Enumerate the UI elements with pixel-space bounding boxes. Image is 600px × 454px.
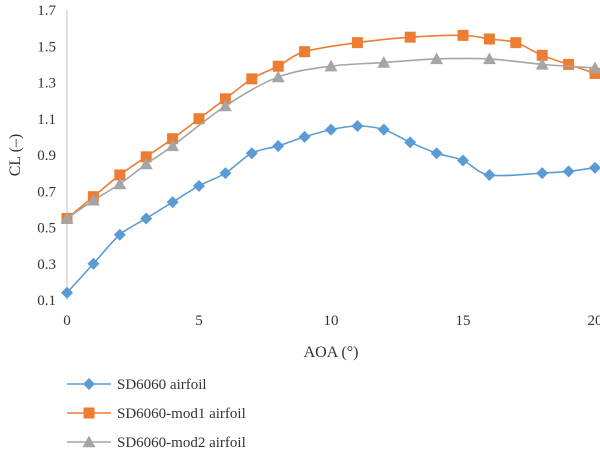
series-1 bbox=[61, 120, 600, 299]
legend-label: SD6060 airfoil bbox=[117, 377, 207, 393]
legend: SD6060 airfoil SD6060-mod1 airfoil SD6060-… bbox=[67, 377, 246, 451]
legend-diamond-marker bbox=[83, 378, 95, 390]
x-tick-label: 5 bbox=[195, 313, 203, 329]
diamond-marker bbox=[562, 165, 575, 178]
y-tick-label: 0.3 bbox=[37, 257, 56, 273]
y-tick-label: 0.5 bbox=[37, 221, 56, 237]
triangle-marker bbox=[60, 211, 74, 224]
diamond-marker bbox=[87, 257, 100, 270]
triangle-marker bbox=[113, 177, 127, 190]
diamond-marker bbox=[589, 161, 600, 174]
diamond-marker bbox=[166, 196, 179, 209]
plot-area bbox=[60, 29, 600, 299]
square-marker bbox=[140, 151, 152, 163]
square-marker bbox=[219, 93, 231, 105]
y-tick-label: 1.7 bbox=[37, 3, 56, 19]
x-tick-label: 0 bbox=[63, 313, 71, 329]
series-3 bbox=[60, 52, 600, 224]
x-tick-label: 15 bbox=[456, 313, 471, 329]
legend-item: SD6060 airfoil bbox=[67, 377, 207, 393]
diamond-marker bbox=[298, 130, 311, 143]
triangle-marker bbox=[271, 70, 285, 83]
y-tick-label: 0.1 bbox=[37, 293, 56, 309]
series-line bbox=[66, 57, 596, 220]
diamond-marker bbox=[61, 286, 73, 299]
triangle-marker bbox=[324, 59, 338, 72]
diamond-marker bbox=[193, 179, 205, 192]
triangle-marker bbox=[482, 52, 496, 65]
diamond-marker bbox=[113, 228, 126, 241]
x-tick-label: 10 bbox=[324, 313, 339, 329]
diamond-marker bbox=[140, 212, 153, 225]
x-tick-labels: 0 5 10 15 20 bbox=[63, 313, 600, 329]
triangle-marker bbox=[139, 157, 153, 170]
square-marker bbox=[246, 73, 258, 85]
square-marker bbox=[483, 33, 495, 45]
square-marker bbox=[589, 67, 600, 79]
y-tick-label: 0.9 bbox=[37, 148, 56, 164]
y-tick-labels: 0.1 0.3 0.5 0.7 0.9 1.1 1.3 1.5 1.7 bbox=[37, 3, 56, 309]
diamond-marker bbox=[351, 120, 364, 132]
diamond-marker bbox=[457, 154, 469, 167]
square-marker bbox=[167, 133, 179, 145]
y-axis-label: CL (–) bbox=[7, 134, 24, 177]
triangle-marker bbox=[86, 193, 100, 206]
square-marker bbox=[193, 113, 205, 125]
legend-label: SD6060-mod1 airfoil bbox=[117, 406, 246, 422]
x-axis-label: AOA (°) bbox=[304, 344, 359, 361]
square-marker bbox=[563, 58, 575, 70]
diamond-marker bbox=[430, 147, 443, 160]
square-marker bbox=[510, 37, 522, 49]
legend-item: SD6060-mod2 airfoil bbox=[67, 435, 246, 451]
diamond-marker bbox=[325, 123, 337, 136]
y-tick-label: 1.1 bbox=[37, 112, 56, 128]
triangle-marker bbox=[377, 56, 391, 68]
series-2 bbox=[61, 29, 600, 224]
square-marker bbox=[114, 169, 126, 181]
triangle-marker bbox=[430, 52, 444, 65]
legend-triangle-marker bbox=[82, 435, 96, 448]
triangle-marker bbox=[535, 57, 549, 70]
diamond-marker bbox=[272, 139, 285, 152]
square-marker bbox=[536, 49, 548, 61]
triangle-marker bbox=[166, 139, 180, 152]
square-marker bbox=[404, 31, 416, 43]
diamond-marker bbox=[404, 136, 417, 149]
legend-item: SD6060-mod1 airfoil bbox=[67, 406, 246, 422]
diamond-marker bbox=[245, 147, 258, 160]
diamond-marker bbox=[483, 168, 496, 181]
square-marker bbox=[351, 37, 363, 49]
diamond-marker bbox=[219, 167, 232, 180]
y-tick-label: 1.5 bbox=[37, 39, 56, 55]
y-tick-label: 0.7 bbox=[37, 184, 56, 200]
series-line bbox=[66, 125, 596, 294]
square-marker bbox=[272, 60, 284, 72]
y-tick-label: 1.3 bbox=[37, 76, 56, 92]
square-marker bbox=[457, 29, 469, 41]
legend-label: SD6060-mod2 airfoil bbox=[117, 435, 246, 451]
triangle-marker bbox=[588, 61, 600, 74]
diamond-marker bbox=[536, 167, 549, 180]
triangle-marker bbox=[218, 99, 232, 112]
x-tick-label: 20 bbox=[588, 313, 600, 329]
square-marker bbox=[299, 46, 311, 58]
legend-square-marker bbox=[83, 407, 95, 419]
diamond-marker bbox=[377, 123, 390, 136]
